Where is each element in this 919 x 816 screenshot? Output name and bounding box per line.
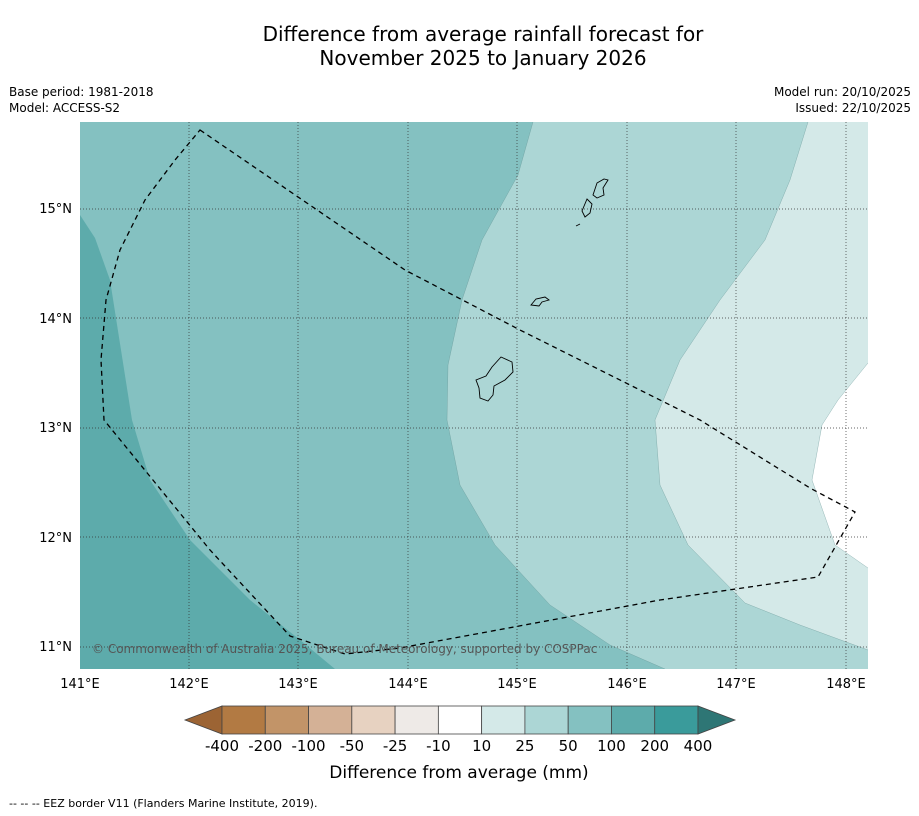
- colorbar-tick-label: -50: [340, 737, 365, 755]
- gridlines: [80, 122, 868, 669]
- colorbar-title: Difference from average (mm): [329, 763, 588, 783]
- eez-border: [100, 129, 856, 655]
- colorbar-segment: [654, 705, 699, 735]
- lat-tick-label: 11°N: [39, 640, 72, 655]
- meta-right: Model run: 20/10/2025 Issued: 22/10/2025: [774, 84, 911, 116]
- colorbar-segment: [394, 705, 439, 735]
- lat-tick-label: 15°N: [39, 202, 72, 217]
- latitude-labels: 15°N 14°N 13°N 12°N 11°N: [39, 202, 72, 655]
- base-period: Base period: 1981-2018: [9, 85, 154, 99]
- colorbar-tick-label: -25: [383, 737, 408, 755]
- band-neutral: [812, 363, 868, 568]
- lon-tick-label: 148°E: [826, 677, 866, 692]
- island-tinian: [581, 198, 593, 218]
- colorbar-end-low: [183, 705, 223, 735]
- title-line-1: Difference from average rainfall forecas…: [262, 22, 704, 46]
- colorbar-segment: [611, 705, 656, 735]
- colorbar-segment: [308, 705, 353, 735]
- colorbar-segment: [437, 705, 483, 735]
- lon-tick-label: 146°E: [607, 677, 647, 692]
- copyright-text: © Commonwealth of Australia 2025, Bureau…: [92, 642, 597, 656]
- lon-tick-label: 142°E: [169, 677, 209, 692]
- model-run: Model run: 20/10/2025: [773, 85, 911, 99]
- colorbar-segment: [481, 705, 526, 735]
- colorbar-end-high: [697, 705, 737, 735]
- issued-date: Issued: 22/10/2025: [795, 101, 911, 115]
- chart-title: Difference from average rainfall forecas…: [0, 22, 919, 70]
- lon-tick-label: 144°E: [388, 677, 428, 692]
- lon-tick-label: 141°E: [60, 677, 100, 692]
- map-plot-area: © Commonwealth of Australia 2025, Bureau…: [80, 122, 868, 669]
- lat-tick-label: 14°N: [39, 312, 72, 327]
- lon-tick-label: 145°E: [497, 677, 537, 692]
- meta-left: Base period: 1981-2018 Model: ACCESS-S2: [9, 84, 154, 116]
- longitude-labels: 141°E 142°E 143°E 144°E 145°E 146°E 147°…: [60, 677, 866, 692]
- title-line-2: November 2025 to January 2026: [319, 46, 647, 70]
- island-rota: [530, 296, 550, 307]
- colorbar-segment: [264, 705, 309, 735]
- lon-tick-label: 147°E: [716, 677, 756, 692]
- colorbar-tick-label: -100: [292, 737, 326, 755]
- model-name: Model: ACCESS-S2: [9, 101, 121, 115]
- colorbar-tick-label: -400: [205, 737, 239, 755]
- colorbar-tick-label: 400: [684, 737, 713, 755]
- island-aguijan: [575, 223, 581, 227]
- lat-tick-label: 12°N: [39, 531, 72, 546]
- island-saipan: [592, 178, 609, 199]
- lat-tick-label: 13°N: [39, 421, 72, 436]
- colorbar-tick-label: 10: [472, 737, 491, 755]
- colorbar: -400 -200 -100 -50 -25 -10 10 25 50 100 200 400 Dif…: [183, 705, 737, 783]
- island-guam: [475, 356, 514, 402]
- legend-footer: -- -- -- EEZ border V11 (Flanders Marine…: [9, 797, 318, 810]
- colorbar-tick-label: 25: [515, 737, 534, 755]
- lon-tick-label: 143°E: [278, 677, 318, 692]
- islands: [475, 178, 609, 402]
- colorbar-tick-label: 50: [559, 737, 578, 755]
- colorbar-segment: [524, 705, 569, 735]
- colorbar-segment: [351, 705, 396, 735]
- band-100-200: [80, 215, 335, 669]
- colorbar-segment: [567, 705, 612, 735]
- colorbar-tick-label: 100: [597, 737, 626, 755]
- colorbar-tick-label: 200: [640, 737, 669, 755]
- colorbar-segment: [221, 705, 266, 735]
- colorbar-tick-label: -10: [426, 737, 451, 755]
- band-10-25: [655, 122, 868, 650]
- colorbar-tick-label: -200: [248, 737, 282, 755]
